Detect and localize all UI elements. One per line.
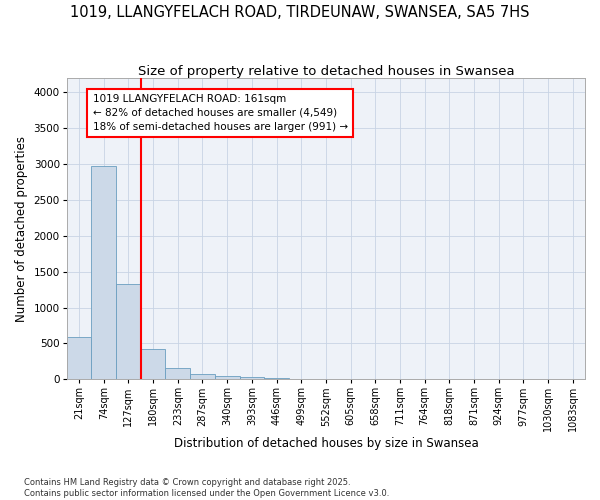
Text: 1019, LLANGYFELACH ROAD, TIRDEUNAW, SWANSEA, SA5 7HS: 1019, LLANGYFELACH ROAD, TIRDEUNAW, SWAN… [70,5,530,20]
Title: Size of property relative to detached houses in Swansea: Size of property relative to detached ho… [137,65,514,78]
Bar [67,337,91,379]
Bar [264,378,289,379]
Bar [166,368,190,379]
Bar [141,349,166,379]
Text: Contains HM Land Registry data © Crown copyright and database right 2025.
Contai: Contains HM Land Registry data © Crown c… [24,478,389,498]
Text: 1019 LLANGYFELACH ROAD: 161sqm
← 82% of detached houses are smaller (4,549)
18% : 1019 LLANGYFELACH ROAD: 161sqm ← 82% of … [92,94,348,132]
Bar [190,374,215,379]
X-axis label: Distribution of detached houses by size in Swansea: Distribution of detached houses by size … [173,437,478,450]
Bar [239,376,264,379]
Bar [215,376,239,379]
Bar [116,284,141,379]
Y-axis label: Number of detached properties: Number of detached properties [15,136,28,322]
Bar [91,166,116,379]
